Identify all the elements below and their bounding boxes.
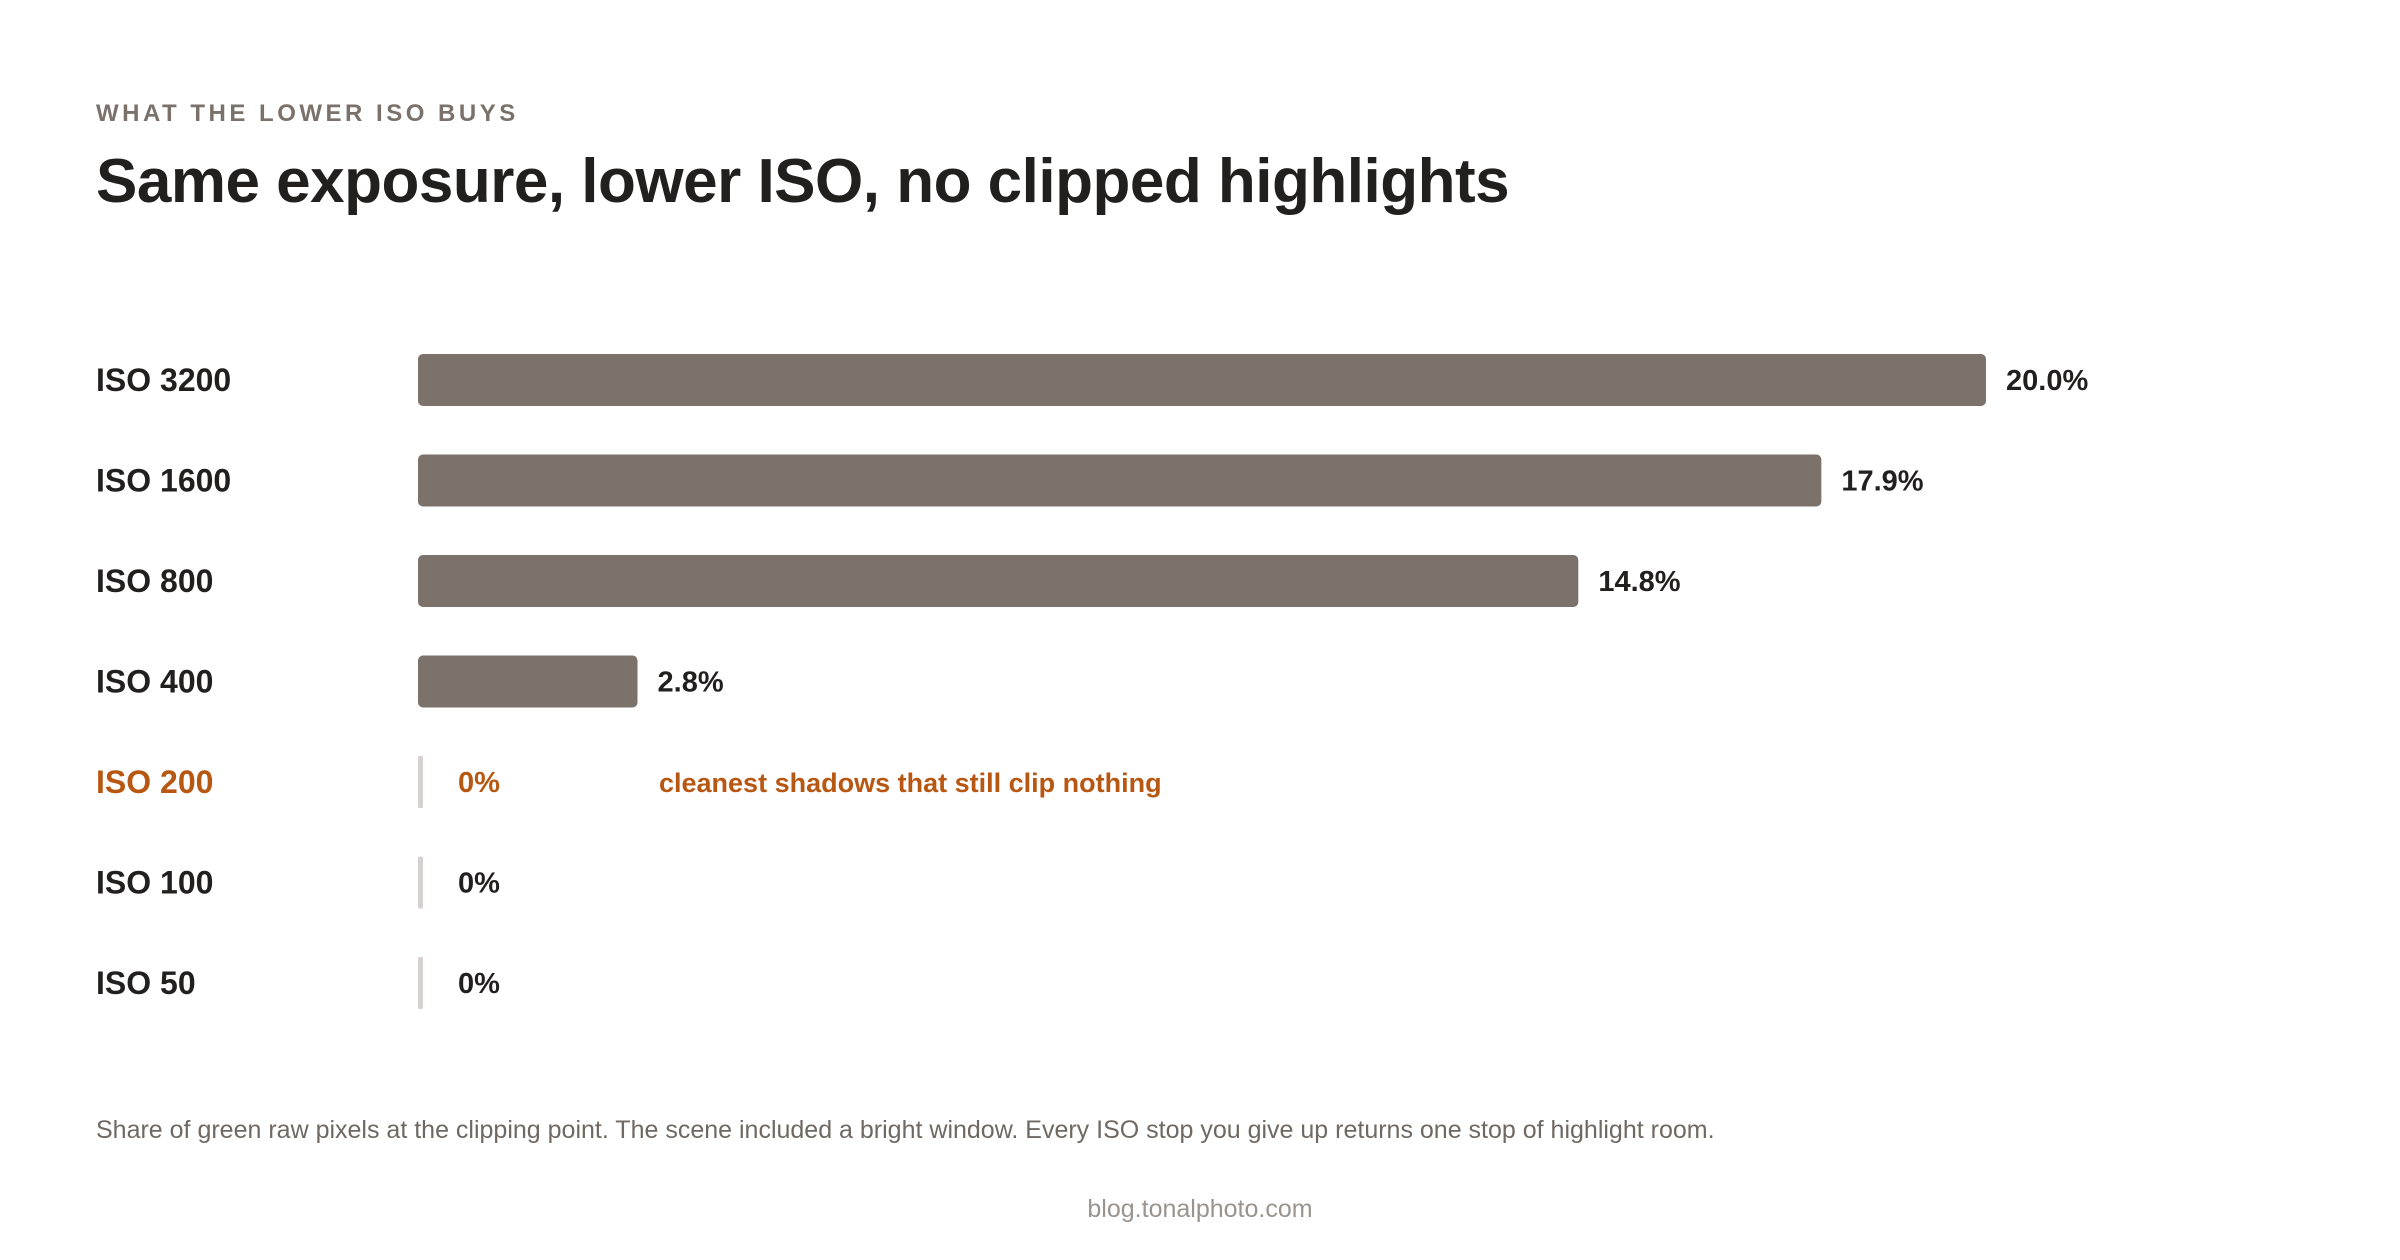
chart-eyebrow: WHAT THE LOWER ISO BUYS xyxy=(96,100,519,127)
bar-row-iso-100: ISO 100 0% xyxy=(96,856,500,909)
bar-row-iso-400: ISO 400 2.8% xyxy=(96,655,724,708)
annotation-text: cleanest shadows that still clip nothing xyxy=(659,768,1162,798)
category-label-iso-200: ISO 200 xyxy=(96,764,213,800)
zero-marker-iso-100 xyxy=(418,856,423,909)
bar-iso-800 xyxy=(418,555,1579,607)
category-label-iso-50: ISO 50 xyxy=(96,965,196,1001)
value-label-iso-50: 0% xyxy=(458,968,500,1000)
category-label-iso-1600: ISO 1600 xyxy=(96,463,231,499)
source-credit: blog.tonalphoto.com xyxy=(1087,1195,1313,1223)
category-label-iso-800: ISO 800 xyxy=(96,563,213,599)
value-label-iso-200: 0% xyxy=(458,767,500,799)
chart-footnote: Share of green raw pixels at the clippin… xyxy=(96,1116,1715,1144)
zero-marker-iso-200 xyxy=(418,756,423,808)
value-label-iso-100: 0% xyxy=(458,868,500,900)
category-label-iso-100: ISO 100 xyxy=(96,865,213,901)
bar-iso-3200 xyxy=(418,354,1986,406)
bar-row-iso-3200: ISO 3200 20.0% xyxy=(96,354,2088,406)
bar-row-iso-800: ISO 800 14.8% xyxy=(96,555,1681,607)
chart-rows: ISO 3200 20.0%ISO 1600 17.9%ISO 800 14.8%IS… xyxy=(96,354,2088,1009)
value-label-iso-1600: 17.9% xyxy=(1841,466,1923,498)
value-label-iso-400: 2.8% xyxy=(658,667,724,699)
bar-row-iso-200: ISO 200 0% cleanest shadows that still cli… xyxy=(96,756,1162,808)
bar-row-iso-50: ISO 50 0% xyxy=(96,957,500,1009)
value-label-iso-800: 14.8% xyxy=(1598,566,1680,598)
bar-iso-400 xyxy=(418,655,638,708)
bar-iso-1600 xyxy=(418,454,1822,507)
value-label-iso-3200: 20.0% xyxy=(2006,365,2088,397)
category-label-iso-3200: ISO 3200 xyxy=(96,362,231,398)
bar-row-iso-1600: ISO 1600 17.9% xyxy=(96,454,1924,507)
chart-title: Same exposure, lower ISO, no clipped hig… xyxy=(96,147,1510,216)
zero-marker-iso-50 xyxy=(418,957,423,1009)
category-label-iso-400: ISO 400 xyxy=(96,664,213,700)
